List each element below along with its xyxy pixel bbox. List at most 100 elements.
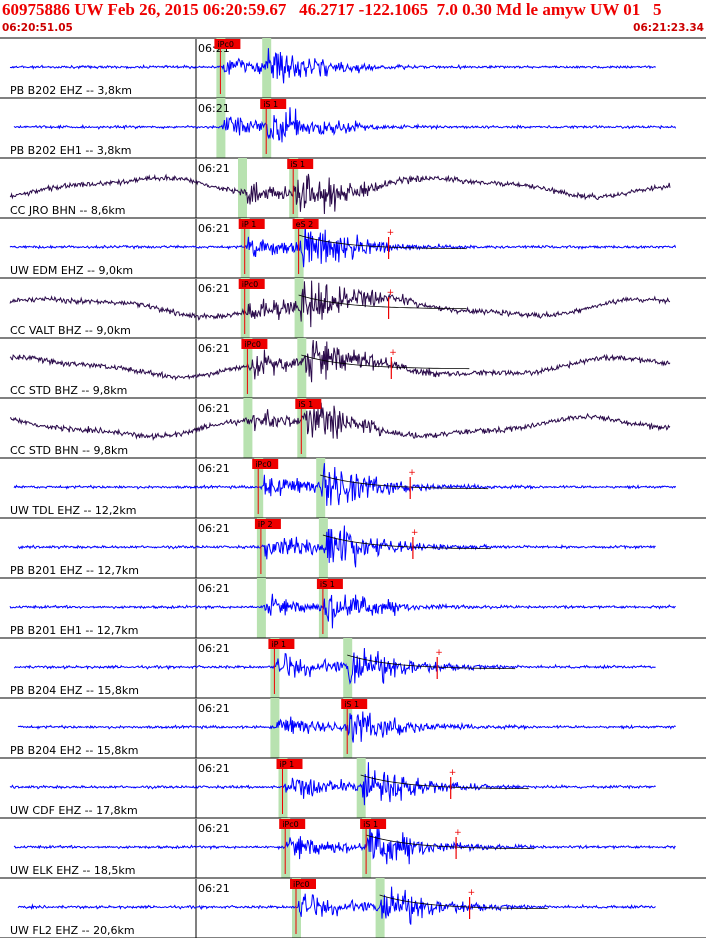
minute-tick-label: 06:21 [198, 462, 230, 475]
pick-flag-label: iPc0 [244, 340, 261, 349]
coda-decay-curve [298, 234, 467, 250]
pick-flag-label: iP 1 [271, 640, 286, 649]
window-start-time: 06:20:51.05 [2, 22, 73, 34]
minute-tick-label: 06:21 [198, 342, 230, 355]
minute-tick-label: 06:21 [198, 822, 230, 835]
pick-flag [279, 819, 306, 829]
waveform-trace [9, 402, 671, 442]
amplitude-plus: + [408, 468, 416, 478]
waveform-trace [9, 219, 677, 268]
waveform-trace [9, 280, 671, 328]
pick-flag-label: iS 1 [290, 160, 305, 169]
station-label: UW ELK EHZ -- 18,5km [10, 864, 135, 877]
minute-tick-label: 06:21 [198, 282, 230, 295]
pick-flag [238, 279, 265, 289]
minute-tick-label: 06:21 [198, 642, 230, 655]
pick-flag [290, 879, 316, 889]
s-window-band [262, 38, 272, 98]
pick-flag-label: iS 1 [344, 700, 359, 709]
coda-decay-curve [301, 354, 470, 370]
pick-flag [316, 579, 343, 589]
waveform-trace [17, 886, 656, 925]
station-label: PB B204 EH2 -- 15,8km [10, 744, 138, 757]
p-window-band [216, 98, 226, 158]
pick-flag [238, 219, 265, 229]
p-window-band [238, 158, 247, 218]
pick-flag [360, 819, 387, 829]
station-label: UW EDM EHZ -- 9,0km [10, 264, 133, 277]
pick-flag [295, 399, 322, 409]
waveform-trace [13, 823, 676, 865]
minute-tick-label: 06:21 [198, 102, 230, 115]
coda-decay-curve [298, 294, 467, 310]
waveform-trace [9, 339, 671, 383]
pick-flag [252, 459, 279, 469]
amplitude-plus: + [468, 888, 476, 898]
waveform-trace [17, 525, 656, 568]
waveform-trace [13, 107, 677, 143]
pick-flag-label: iP 2 [258, 520, 273, 529]
station-label: UW CDF EHZ -- 17,8km [10, 804, 138, 817]
p-window-band [270, 698, 280, 758]
s-window-band [375, 878, 385, 938]
pick-flag-label: iP 1 [280, 760, 295, 769]
minute-tick-label: 06:21 [198, 222, 230, 235]
pick-flag-label: eS 2 [296, 220, 314, 229]
waveform-trace [13, 647, 656, 685]
minute-tick-label: 06:21 [198, 702, 230, 715]
station-label: PB B202 EHZ -- 3,8km [10, 84, 132, 97]
pick-flag [254, 519, 281, 529]
amplitude-plus: + [389, 348, 397, 358]
pick-flag-label: iPc0 [293, 880, 310, 889]
pick-flag [292, 219, 319, 229]
pick-flag-label: iP 1 [242, 220, 257, 229]
pick-flag-label: iS 1 [363, 820, 378, 829]
pick-flag [260, 99, 287, 109]
station-label: PB B201 EHZ -- 12,7km [10, 564, 139, 577]
waveform-trace [9, 173, 671, 215]
waveform-trace [9, 593, 676, 629]
minute-tick-label: 06:21 [198, 162, 230, 175]
s-window-band [297, 338, 307, 398]
station-label: CC JRO BHN -- 8,6km [10, 204, 125, 217]
pick-flag-label: iS 1 [263, 100, 278, 109]
station-label: CC STD BHN -- 9,8km [10, 444, 128, 457]
pick-flag [268, 639, 295, 649]
pick-flag [287, 159, 314, 169]
pick-flag [241, 339, 268, 349]
pick-flag-label: iS 1 [320, 580, 335, 589]
pick-flag [276, 759, 303, 769]
station-label: UW FL2 EHZ -- 20,6km [10, 924, 135, 937]
minute-tick-label: 06:21 [198, 522, 230, 535]
coda-decay-curve [365, 834, 535, 850]
pick-flag [341, 699, 368, 709]
pick-flag-label: iPc0 [242, 280, 259, 289]
station-label: PB B204 EHZ -- 15,8km [10, 684, 139, 697]
amplitude-plus: + [411, 528, 419, 538]
minute-tick-label: 06:21 [198, 882, 230, 895]
waveform-trace [9, 762, 656, 806]
s-window-band [318, 518, 328, 578]
coda-decay-curve [320, 474, 489, 490]
coda-decay-curve [360, 774, 529, 790]
amplitude-plus: + [387, 228, 395, 238]
minute-tick-label: 06:21 [198, 762, 230, 775]
p-window-band [243, 398, 253, 458]
amplitude-plus: + [454, 828, 462, 838]
pick-flag [214, 39, 241, 49]
station-label: CC VALT BHZ -- 9,0km [10, 324, 131, 337]
event-header: 60975886 UW Feb 26, 2015 06:20:59.67 46.… [0, 0, 706, 38]
window-end-time: 06:21:23.34 [633, 22, 704, 34]
station-label: PB B202 EH1 -- 3,8km [10, 144, 131, 157]
pick-flag-label: iPc0 [282, 820, 299, 829]
pick-flag-label: iPc0 [255, 460, 272, 469]
waveform-trace [9, 48, 656, 84]
coda-decay-curve [322, 534, 491, 550]
amplitude-plus: + [449, 768, 457, 778]
s-window-band [294, 278, 304, 338]
amplitude-plus: + [387, 288, 395, 298]
waveform-trace [13, 463, 677, 506]
minute-tick-label: 06:21 [198, 402, 230, 415]
amplitude-plus: + [435, 648, 443, 658]
